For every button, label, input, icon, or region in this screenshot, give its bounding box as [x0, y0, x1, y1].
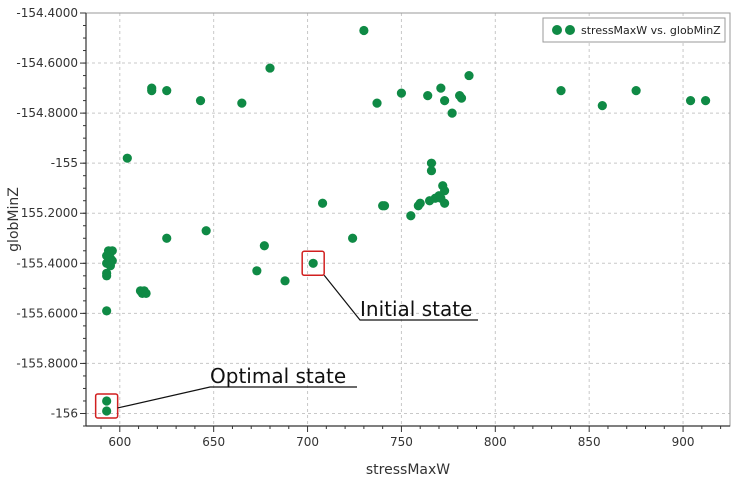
- y-tick-label: -154.4000: [16, 6, 78, 20]
- legend: stressMaxW vs. globMinZ: [542, 17, 726, 43]
- legend-marker: [565, 25, 575, 35]
- data-point: [456, 93, 467, 103]
- data-point: [265, 63, 275, 73]
- data-point: [685, 96, 696, 106]
- data-point: [102, 268, 112, 278]
- data-point: [102, 406, 112, 416]
- data-point: [122, 153, 132, 163]
- data-point: [147, 85, 157, 96]
- x-tick-label: 900: [672, 435, 695, 449]
- y-tick-label: -154.6000: [16, 56, 78, 70]
- data-point: [259, 241, 269, 251]
- y-tick-label: -156: [51, 406, 78, 420]
- data-point: [426, 158, 437, 168]
- data-point: [162, 233, 172, 243]
- data-point: [252, 266, 262, 276]
- data-point: [631, 85, 641, 96]
- initial-state-label: Initial state: [360, 297, 472, 321]
- x-tick-label: 800: [484, 435, 507, 449]
- x-tick-label: 750: [390, 435, 413, 449]
- data-point: [436, 83, 446, 93]
- data-point: [280, 276, 290, 286]
- data-point: [102, 306, 112, 316]
- data-point: [201, 226, 211, 236]
- data-point: [105, 261, 116, 271]
- x-tick-label: 850: [578, 435, 601, 449]
- data-point: [423, 91, 433, 101]
- optimal-state-highlight: [94, 393, 119, 419]
- axes-layer: [85, 12, 731, 427]
- y-tick-label: 155.2000: [21, 206, 78, 220]
- data-point: [700, 96, 711, 106]
- grid-layer: [86, 13, 730, 426]
- y-tick-label: -155.6000: [16, 306, 78, 320]
- data-point: [348, 233, 358, 243]
- optimal-state-leader: [117, 386, 357, 409]
- optimal-state-label: Optimal state: [210, 364, 346, 388]
- plot-frame: [85, 12, 731, 427]
- y-axis-title: globMinZ: [6, 187, 22, 252]
- x-tick-label: 650: [202, 435, 225, 449]
- data-point: [237, 98, 247, 108]
- data-point: [426, 166, 437, 176]
- data-point: [447, 108, 457, 118]
- data-point: [440, 96, 450, 106]
- data-point: [415, 198, 425, 208]
- y-tick-label: -155.8000: [16, 356, 78, 370]
- data-point: [372, 98, 382, 108]
- legend-label: stressMaxW vs. globMinZ: [581, 24, 721, 37]
- data-point: [556, 85, 566, 96]
- initial-state-highlight: [301, 250, 325, 277]
- data-point: [396, 88, 407, 98]
- data-point: [308, 258, 318, 268]
- data-point: [141, 288, 151, 298]
- legend-marker: [552, 25, 562, 35]
- data-point: [359, 25, 369, 36]
- data-point: [406, 211, 416, 221]
- data-point: [464, 70, 474, 81]
- annotations-layer: Initial state Optimal state: [94, 250, 478, 419]
- data-point: [424, 196, 435, 206]
- data-point: [597, 101, 607, 111]
- data-point: [102, 396, 112, 406]
- data-point: [195, 96, 206, 106]
- x-tick-label: 600: [108, 435, 131, 449]
- ticks-layer: 600 650 700 750 800 850 900 -154.4000 -154.6000 -…: [16, 6, 722, 449]
- y-tick-label: -155.4000: [16, 256, 78, 270]
- x-tick-label: 700: [296, 435, 319, 449]
- points-layer: [102, 25, 711, 416]
- initial-state-leader: [323, 274, 478, 321]
- data-point: [378, 201, 388, 211]
- x-axis-title: stressMaxW: [366, 462, 450, 478]
- y-tick-label: -155: [51, 156, 78, 170]
- data-point: [317, 198, 328, 208]
- y-tick-label: -154.8000: [16, 106, 78, 120]
- data-point: [440, 198, 450, 208]
- data-point: [162, 85, 172, 96]
